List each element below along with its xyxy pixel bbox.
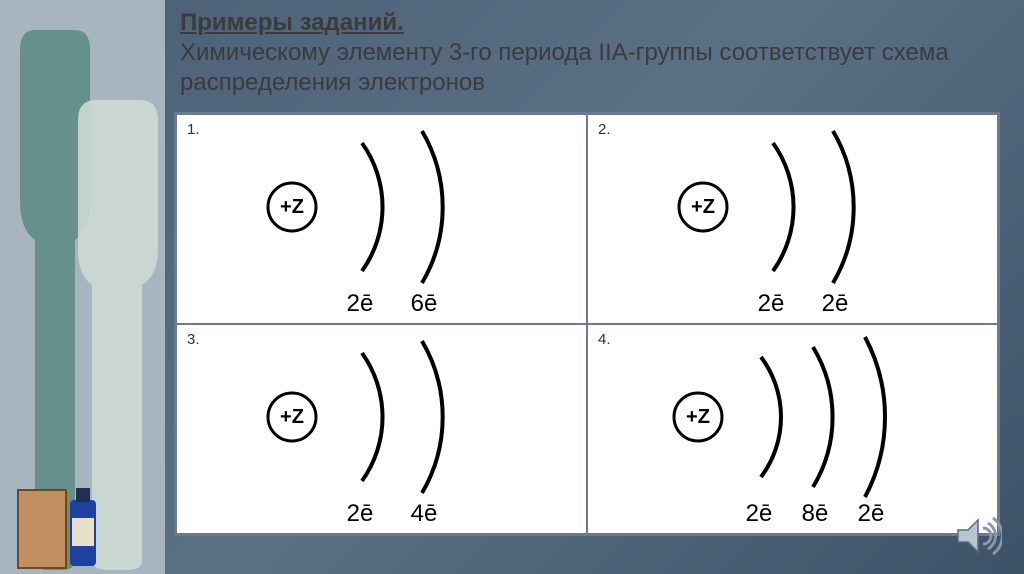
bottles-image — [0, 0, 165, 574]
content-area: Примеры заданий. Химическому элементу 3-… — [170, 0, 1010, 574]
option-cell-2: 2. +Z 2ē 2ē — [587, 114, 998, 324]
cell-number: 3. — [187, 331, 200, 348]
option-cell-3: 3. +Z 2ē 4ē — [176, 324, 587, 534]
shell-label: 2ē — [746, 500, 773, 527]
option-cell-4: 4. +Z 2ē 8ē 2ē — [587, 324, 998, 534]
cell-number: 2. — [598, 121, 611, 138]
shell-label: 2ē — [347, 290, 374, 317]
atom-diagram-2: +Z 2ē 2ē — [643, 123, 983, 321]
speaker-icon — [956, 516, 1002, 556]
title-block: Примеры заданий. Химическому элементу 3-… — [170, 0, 1010, 110]
title-line2: Химическому элементу 3-го периода IIA-гр… — [180, 39, 949, 96]
svg-text:+Z: +Z — [280, 196, 304, 218]
svg-text:+Z: +Z — [686, 406, 710, 428]
shell-label: 2ē — [822, 290, 849, 317]
cell-number: 4. — [598, 331, 611, 348]
svg-text:+Z: +Z — [280, 406, 304, 428]
title-line1: Примеры заданий. — [180, 9, 404, 36]
cell-number: 1. — [187, 121, 200, 138]
atom-diagram-1: +Z 2ē 6ē — [232, 123, 572, 321]
options-grid: 1. +Z 2ē 6ē 2. +Z 2ē 2ē — [174, 112, 1000, 536]
atom-diagram-3: +Z 2ē 4ē — [232, 333, 572, 531]
svg-text:+Z: +Z — [691, 196, 715, 218]
slide: Примеры заданий. Химическому элементу 3-… — [0, 0, 1024, 574]
shell-label: 6ē — [411, 290, 438, 317]
shell-label: 4ē — [411, 500, 438, 527]
photo-strip — [0, 0, 165, 574]
shell-label: 2ē — [758, 290, 785, 317]
shell-label: 8ē — [802, 500, 829, 527]
shell-label: 2ē — [347, 500, 374, 527]
shell-label: 2ē — [858, 500, 885, 527]
option-cell-1: 1. +Z 2ē 6ē — [176, 114, 587, 324]
atom-diagram-4: +Z 2ē 8ē 2ē — [643, 333, 983, 531]
